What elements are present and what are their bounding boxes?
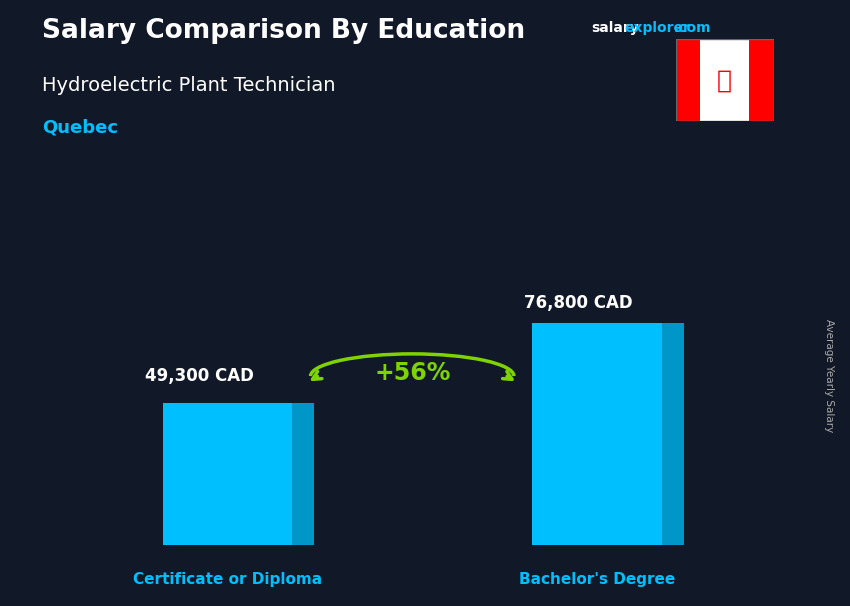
Polygon shape	[662, 323, 684, 545]
Bar	[532, 323, 662, 545]
Text: Bachelor's Degree: Bachelor's Degree	[519, 572, 675, 587]
Bar	[676, 39, 700, 121]
Text: 49,300 CAD: 49,300 CAD	[145, 367, 254, 385]
Text: Certificate or Diploma: Certificate or Diploma	[133, 572, 322, 587]
Text: Average Yearly Salary: Average Yearly Salary	[824, 319, 834, 432]
Text: Quebec: Quebec	[42, 118, 118, 136]
Text: 🍁: 🍁	[717, 68, 732, 92]
Polygon shape	[292, 403, 314, 545]
Text: .com: .com	[674, 21, 711, 35]
Text: 76,800 CAD: 76,800 CAD	[524, 294, 633, 312]
Bar	[162, 403, 292, 545]
Text: Salary Comparison By Education: Salary Comparison By Education	[42, 18, 525, 44]
Bar	[749, 39, 774, 121]
Text: explorer: explorer	[625, 21, 690, 35]
Text: salary: salary	[591, 21, 638, 35]
Text: Hydroelectric Plant Technician: Hydroelectric Plant Technician	[42, 76, 336, 95]
Text: +56%: +56%	[374, 361, 450, 385]
